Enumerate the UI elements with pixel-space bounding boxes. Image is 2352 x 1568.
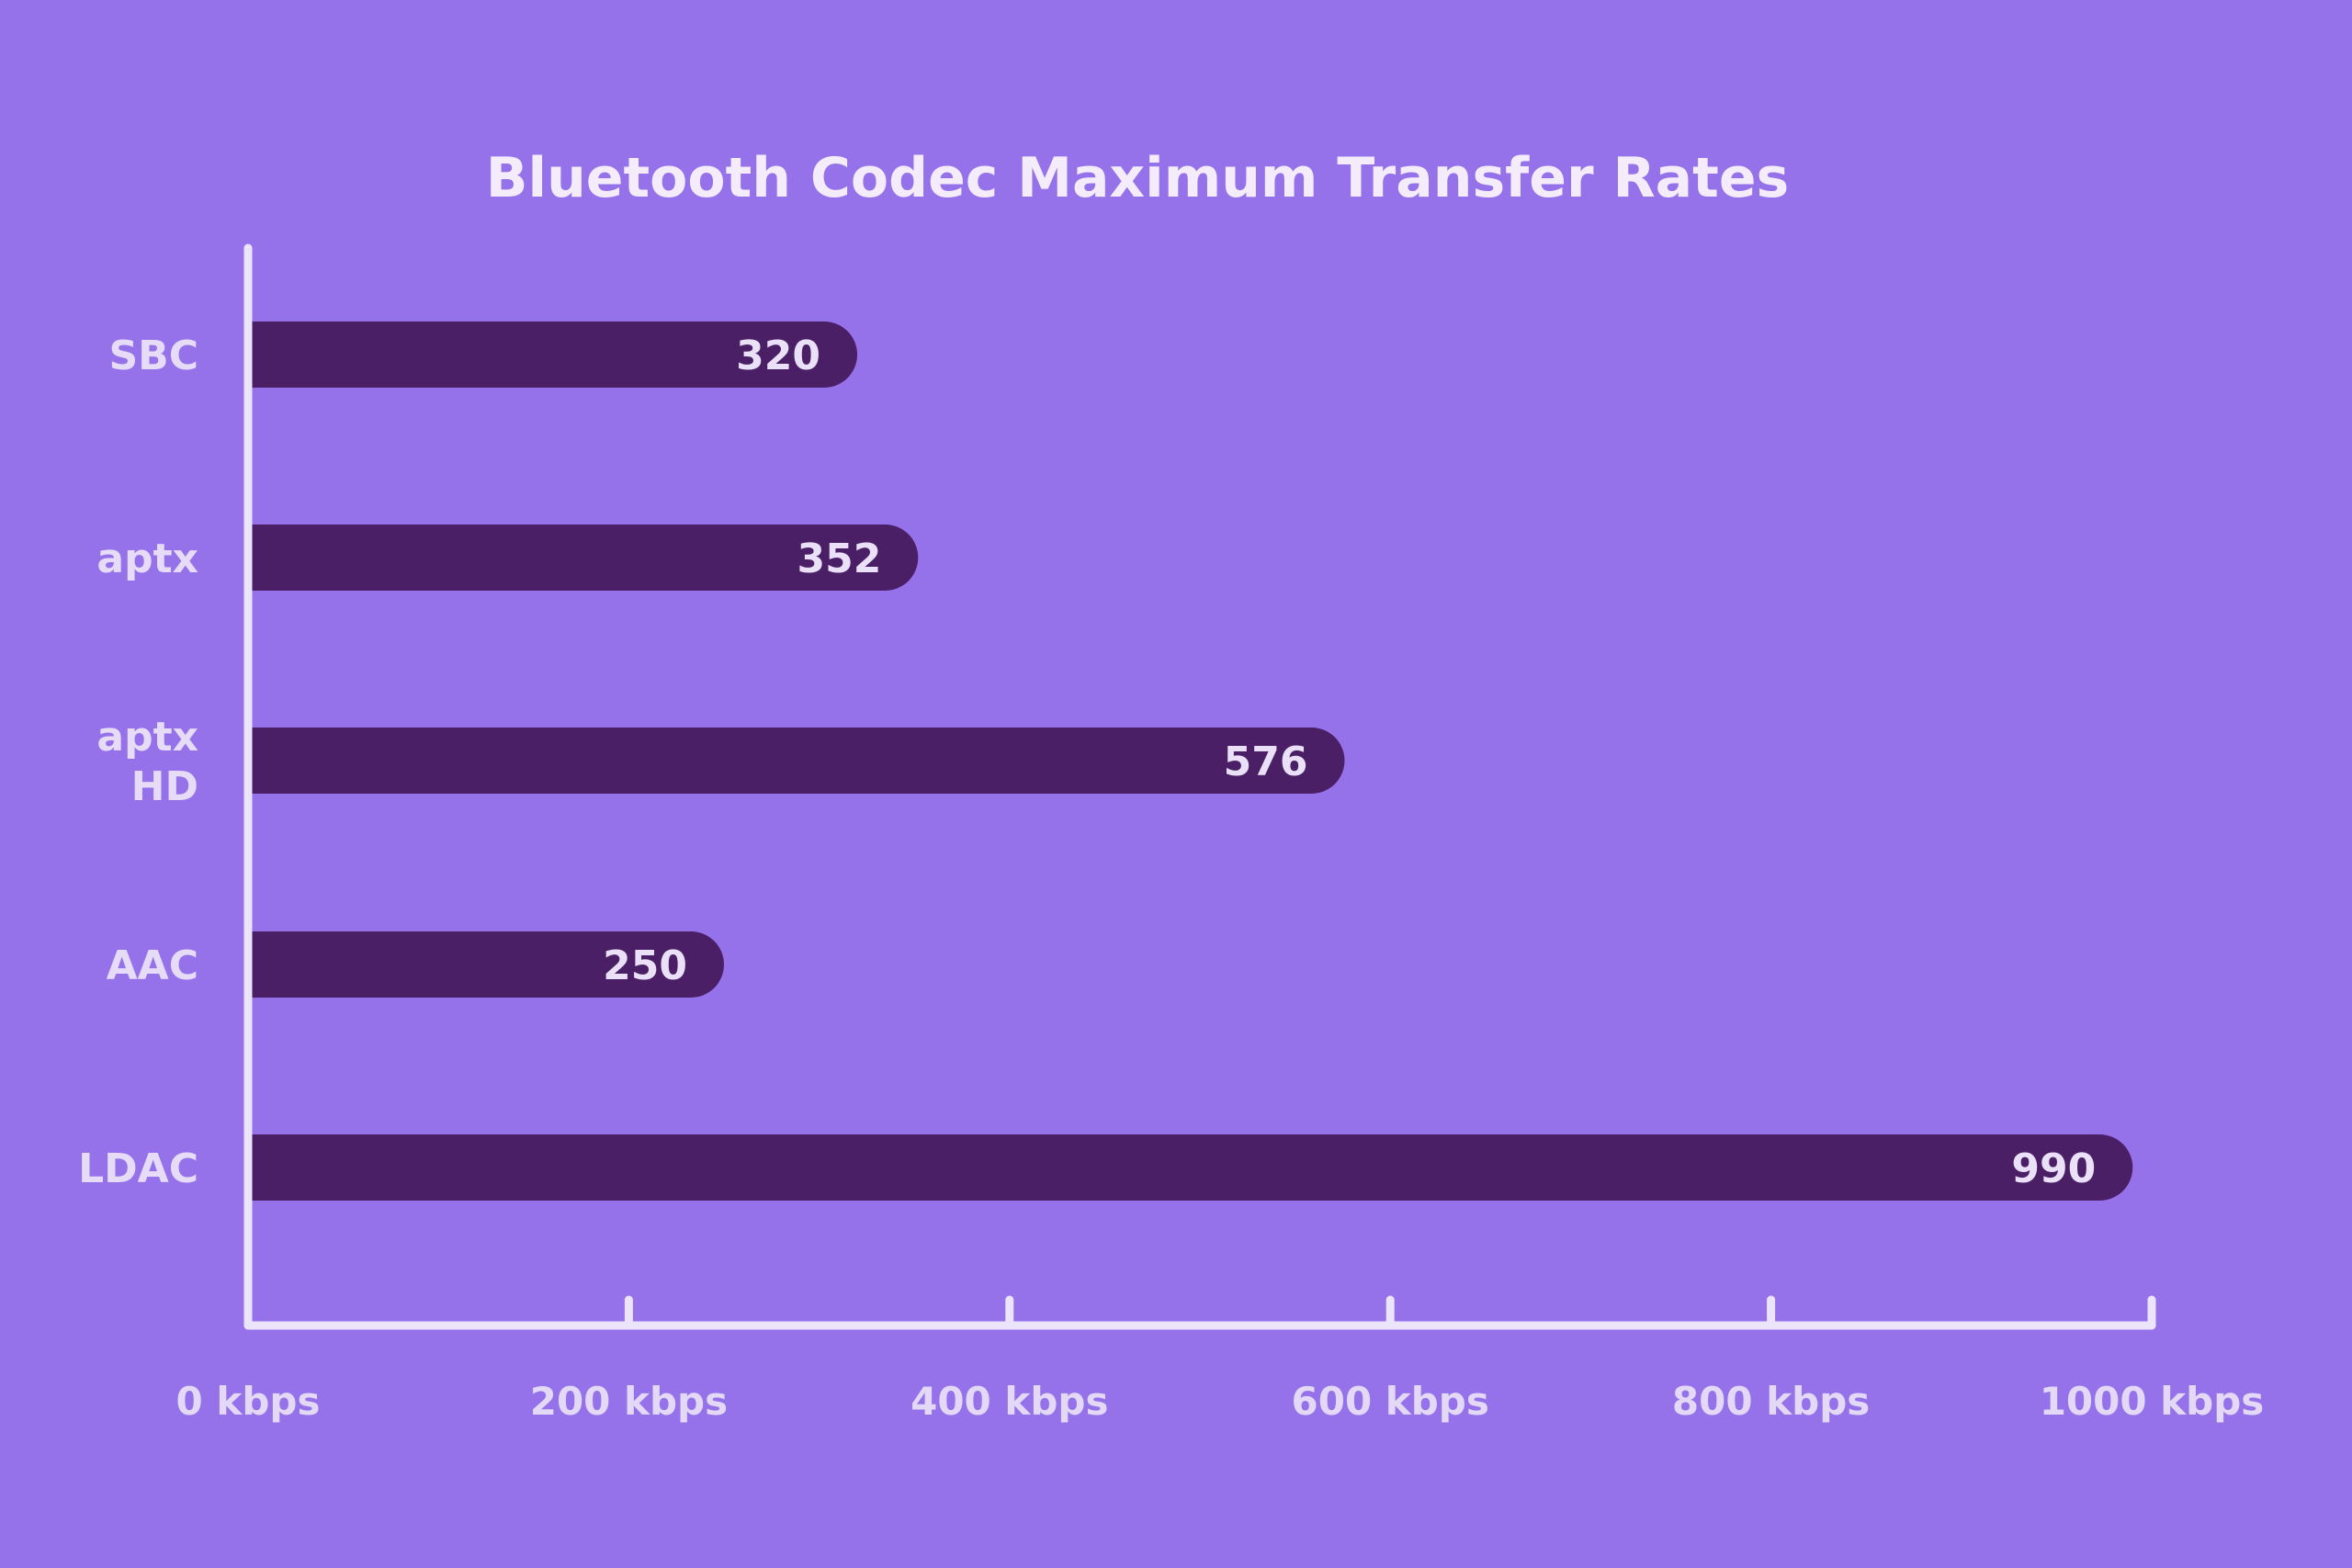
bar-aptx	[248, 525, 919, 591]
x-tick-label: 1000 kbps	[2040, 1379, 2265, 1424]
axes-layer	[243, 243, 2156, 1330]
category-label-line: AAC	[107, 942, 198, 989]
bar-value-label: 320	[736, 333, 820, 379]
category-label: aptx HD	[96, 714, 198, 810]
category-label: AAC	[107, 942, 198, 989]
category-label-line: aptx	[96, 536, 198, 582]
x-tick-label: 600 kbps	[1292, 1379, 1489, 1424]
x-tick-label: 800 kbps	[1672, 1379, 1870, 1424]
x-tick-label: 0 kbps	[176, 1379, 321, 1424]
bar-value-label: 352	[797, 536, 881, 582]
bar-ldac	[248, 1134, 2133, 1201]
category-label-line: LDAC	[78, 1145, 198, 1192]
category-label: aptx	[96, 536, 198, 582]
bar-sbc	[248, 321, 858, 388]
category-label-line: aptx	[96, 714, 198, 761]
x-tick-label: 200 kbps	[530, 1379, 728, 1424]
bar-value-label: 250	[603, 942, 687, 989]
x-tick-label: 400 kbps	[910, 1379, 1108, 1424]
chart-title: Bluetooth Codec Maximum Transfer Rates	[486, 146, 1789, 210]
bar-value-label: 576	[1224, 739, 1308, 785]
bars-layer	[248, 321, 2133, 1201]
category-label: SBC	[108, 333, 198, 379]
category-label-line: HD	[131, 763, 198, 810]
category-label-line: SBC	[108, 333, 198, 379]
bar-value-label: 990	[2011, 1145, 2096, 1192]
category-label: LDAC	[78, 1145, 198, 1192]
bar-aptx-hd	[248, 728, 1345, 794]
bar-aac	[248, 931, 724, 998]
